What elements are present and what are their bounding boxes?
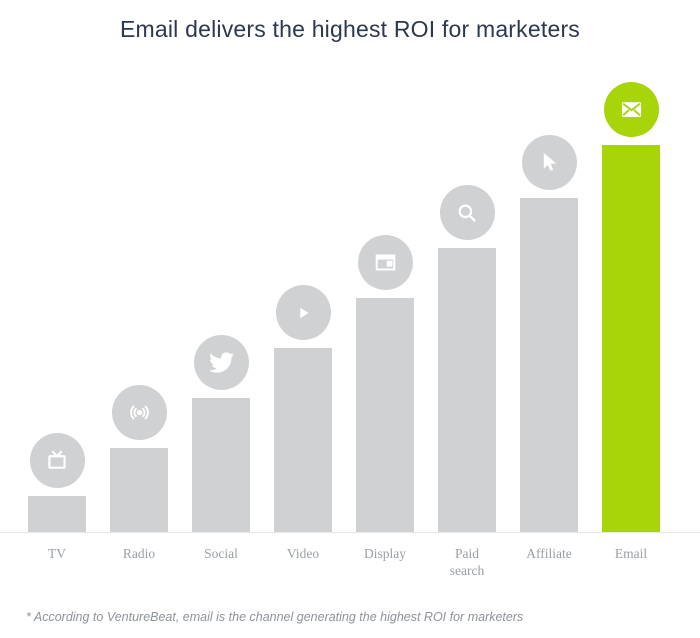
x-axis-line xyxy=(0,532,700,533)
video-play-icon xyxy=(290,300,316,326)
x-label-video: Video xyxy=(286,546,320,561)
search-magnifier-icon xyxy=(454,200,480,226)
email-envelope-icon xyxy=(618,96,645,123)
bar-social xyxy=(192,398,250,532)
icon-circle-email xyxy=(603,82,659,137)
bar-tv xyxy=(28,496,86,532)
bar-video xyxy=(274,348,332,532)
x-label-email: Email xyxy=(614,546,648,561)
icon-circle-paid-search xyxy=(439,185,495,240)
x-label-paid-search: Paid search xyxy=(449,546,485,578)
icon-circle-radio xyxy=(111,385,167,440)
twitter-bird-icon xyxy=(208,350,234,375)
bar-paid-search xyxy=(438,248,496,532)
x-label-affiliate: Affiliate xyxy=(526,546,572,561)
bar-affiliate xyxy=(520,198,578,532)
icon-circle-affiliate xyxy=(521,135,577,190)
bar-radio xyxy=(110,448,168,532)
footnote: * According to VentureBeat, email is the… xyxy=(26,610,524,624)
x-label-display: Display xyxy=(364,546,406,561)
radio-broadcast-icon xyxy=(126,399,153,426)
display-ad-window-icon xyxy=(372,249,399,276)
bar-email xyxy=(602,145,660,532)
x-label-tv: TV xyxy=(48,546,66,561)
tv-icon xyxy=(44,448,70,474)
chart-title: Email delivers the highest ROI for marke… xyxy=(119,16,581,42)
icon-circle-social xyxy=(193,335,249,390)
icon-circle-video xyxy=(275,285,331,340)
x-label-radio: Radio xyxy=(122,546,156,561)
cursor-pointer-icon xyxy=(536,150,562,176)
x-label-social: Social xyxy=(204,546,238,561)
plot-area xyxy=(28,82,660,532)
x-axis-labels: TV Radio Social Video Display Paid search Affil… xyxy=(0,545,700,595)
icon-circle-tv xyxy=(29,433,85,488)
bar-display xyxy=(356,298,414,532)
icon-circle-display xyxy=(357,235,413,290)
